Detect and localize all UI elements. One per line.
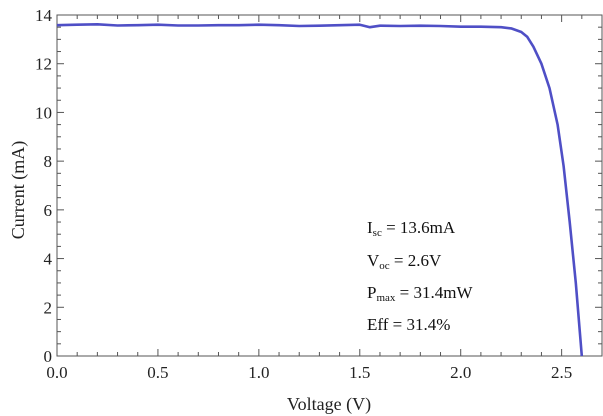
x-tick-label: 2.5	[551, 363, 572, 382]
x-tick-label: 0.0	[46, 363, 67, 382]
x-tick-label: 1.0	[248, 363, 269, 382]
y-tick-label: 12	[35, 55, 52, 74]
series-line	[56, 23, 584, 357]
plot-border	[56, 14, 603, 357]
y-tick-label: 14	[35, 6, 53, 25]
y-tick-label: 8	[44, 152, 53, 171]
annotation-line: Voc = 2.6V	[367, 251, 442, 272]
x-axis-title: Voltage (V)	[287, 394, 371, 415]
plot-frame	[56, 14, 603, 357]
y-tick-label: 10	[35, 103, 52, 122]
y-tick-label: 0	[44, 347, 53, 366]
annotation-line: Isc = 13.6mA	[367, 218, 456, 239]
ticks: 0.0 0.5 1.0 1.5 2.0 2.5 0 2 4 6 8 10 12 14	[35, 6, 603, 382]
series-group	[56, 23, 584, 357]
annotation-block: Isc = 13.6mA Voc = 2.6V Pmax = 31.4mW Eff =…	[367, 218, 473, 334]
y-tick-label: 6	[44, 201, 53, 220]
x-tick-label: 1.5	[349, 363, 370, 382]
x-tick-label: 0.5	[147, 363, 168, 382]
annotation-line: Pmax = 31.4mW	[367, 283, 473, 304]
y-tick-label: 4	[44, 250, 53, 269]
annotation-line: Eff = 31.4%	[367, 315, 450, 334]
y-tick-label: 2	[44, 298, 53, 317]
y-axis-title: Current (mA)	[8, 141, 29, 239]
x-tick-label: 2.0	[450, 363, 471, 382]
